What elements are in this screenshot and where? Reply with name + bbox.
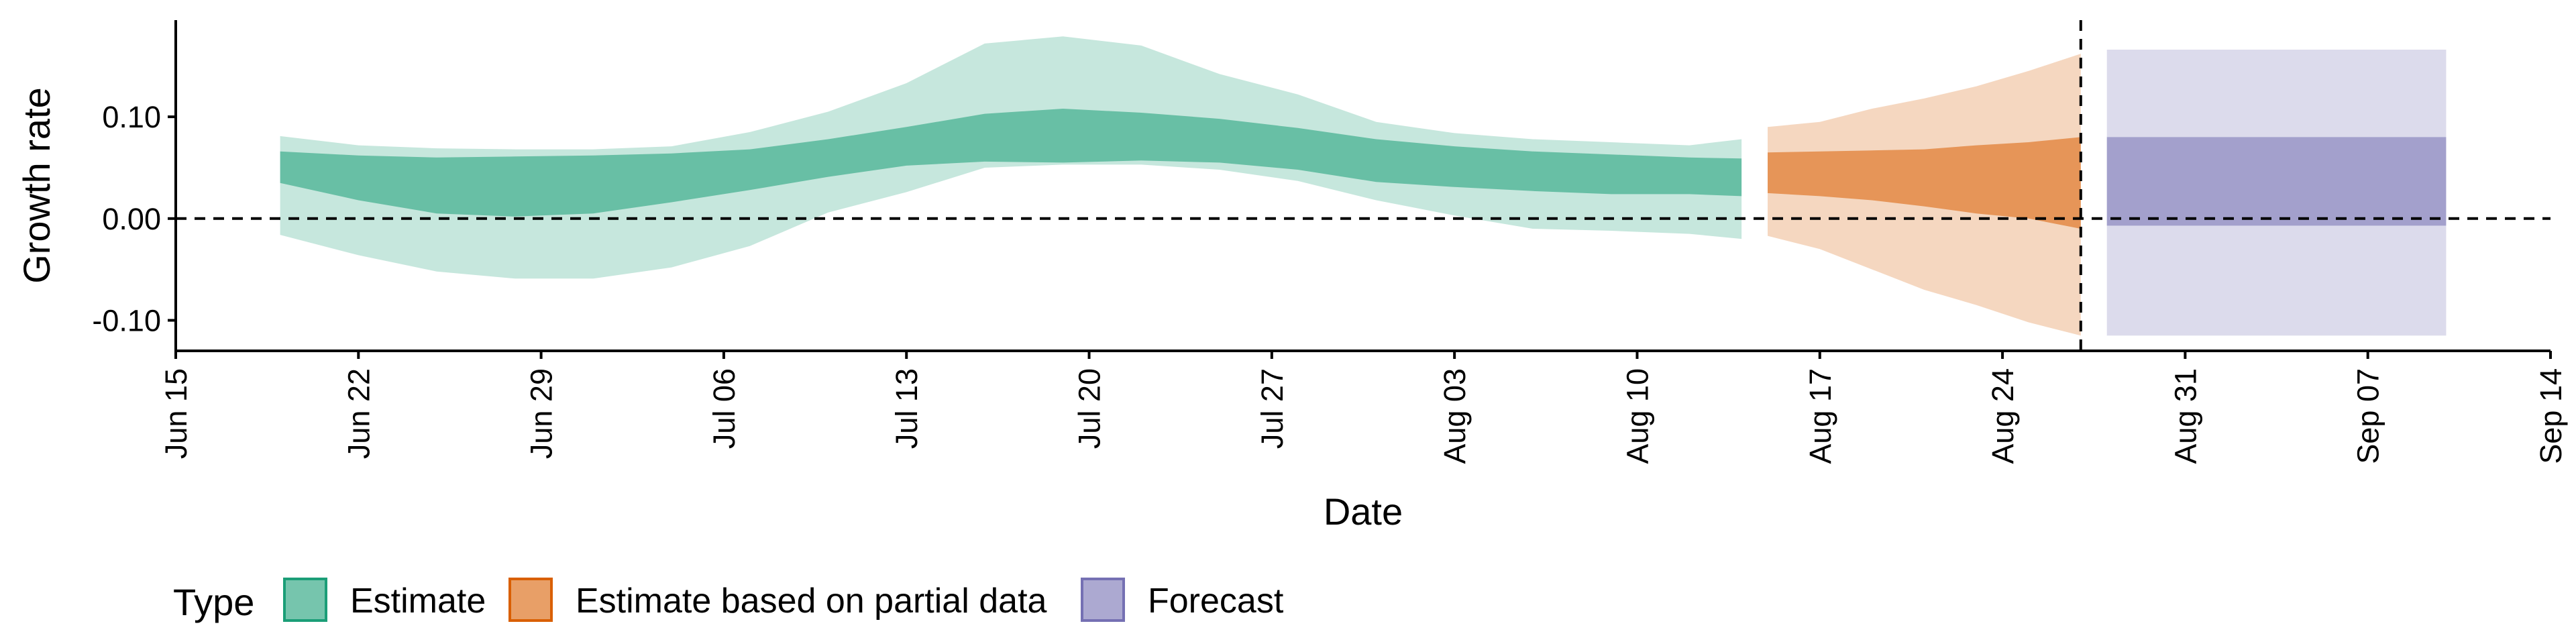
y-tick-label: 0.00 — [102, 202, 161, 236]
x-tick-label: Jun 29 — [525, 368, 559, 459]
x-tick-label: Jul 20 — [1073, 368, 1107, 449]
bands-layer — [280, 36, 2447, 336]
x-tick-label: Jul 13 — [890, 368, 924, 449]
legend-label-forecast: Forecast — [1148, 582, 1284, 621]
x-tick-label: Jul 06 — [707, 368, 741, 449]
x-tick-label: Jul 27 — [1255, 368, 1289, 449]
x-tick-label: Aug 31 — [2168, 368, 2202, 464]
x-axis-title: Date — [1324, 490, 1403, 533]
estimate-based-on-partial-data-inner-band — [1768, 137, 2081, 229]
legend-label-estimate-based-on-partial-data: Estimate based on partial data — [576, 582, 1047, 621]
x-tick-label: Aug 17 — [1803, 368, 1837, 464]
y-tick-label: -0.10 — [92, 303, 161, 337]
legend-key-estimate — [283, 578, 327, 622]
y-ticks: -0.10 0.00 0.10 — [92, 100, 176, 337]
legend-label-estimate: Estimate — [350, 582, 486, 621]
forecast-inner-band — [2106, 137, 2447, 226]
reference-lines — [176, 20, 2551, 351]
x-tick-label: Aug 03 — [1438, 368, 1472, 464]
legend-key-estimate-based-on-partial-data — [508, 578, 553, 622]
x-tick-label: Sep 07 — [2351, 368, 2385, 464]
axes — [174, 20, 2551, 352]
estimate-inner-band — [280, 109, 1742, 217]
y-tick-label: 0.10 — [102, 100, 161, 134]
x-tick-label: Sep 14 — [2534, 368, 2568, 464]
x-tick-label: Aug 10 — [1620, 368, 1654, 464]
x-tick-label: Jun 15 — [159, 368, 193, 459]
x-tick-label: Aug 24 — [1986, 368, 2020, 464]
legend: Type Estimate Estimate based on partial d… — [173, 578, 1284, 623]
legend-title: Type — [173, 581, 254, 623]
legend-key-forecast — [1081, 578, 1125, 622]
x-tick-label: Jun 22 — [341, 368, 376, 459]
x-ticks: Jun 15 Jun 22 Jun 29 Jul 06 Jul 13 Jul 20 Jul … — [159, 351, 2568, 464]
y-axis-title: Growth rate — [15, 87, 58, 284]
